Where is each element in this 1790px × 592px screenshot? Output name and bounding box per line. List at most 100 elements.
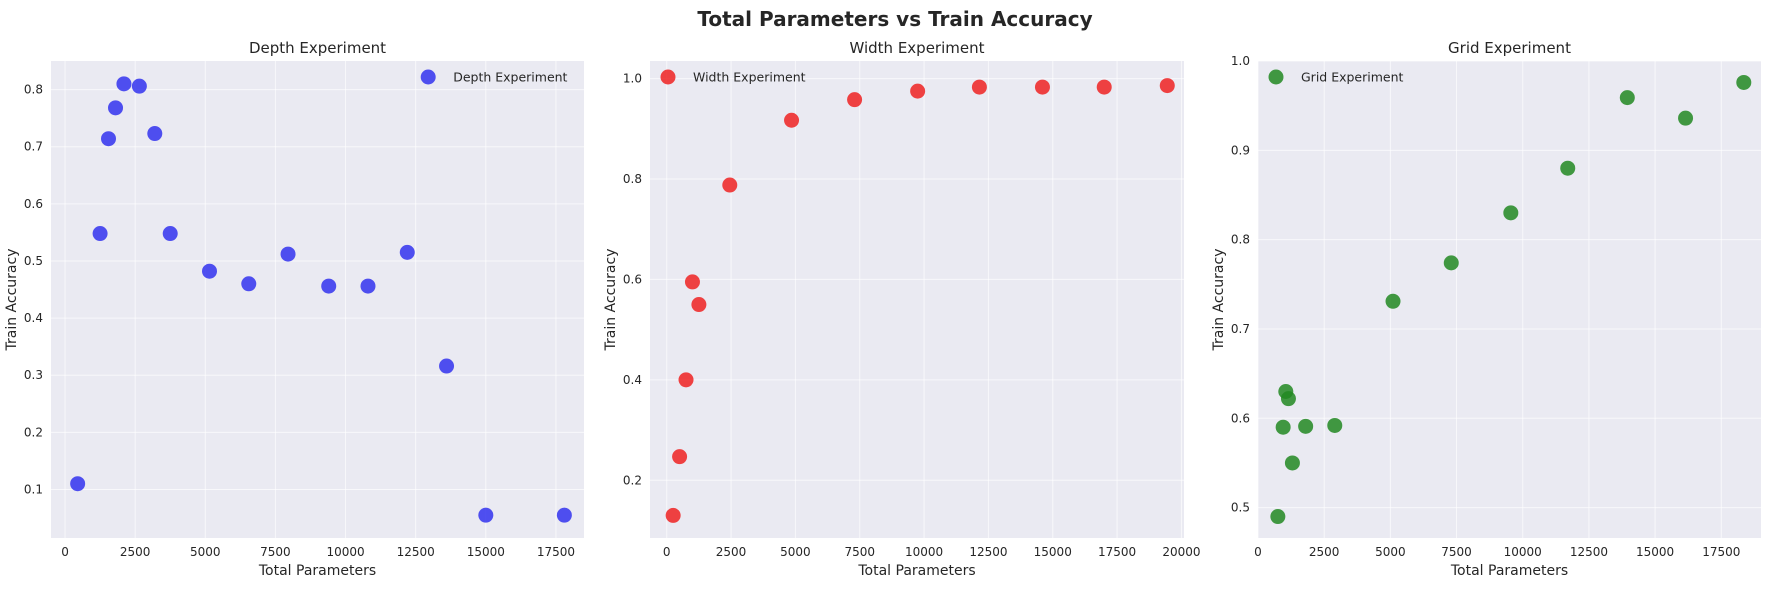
- data-point: [108, 100, 124, 116]
- data-point: [684, 274, 700, 290]
- y-tick-label: 0.2: [24, 425, 43, 439]
- x-tick-label: 0: [61, 545, 69, 559]
- x-tick-label: 5000: [780, 545, 811, 559]
- y-axis-label: Train Accuracy: [4, 249, 20, 352]
- y-tick-label: 1.0: [623, 72, 642, 86]
- legend-marker: [660, 69, 676, 85]
- data-point: [1503, 205, 1519, 221]
- data-point: [399, 244, 415, 260]
- figure-title: Total Parameters vs Train Accuracy: [697, 7, 1092, 31]
- x-tick-label: 15000: [1636, 545, 1674, 559]
- y-tick-label: 0.6: [24, 197, 43, 211]
- plot-background: [1258, 61, 1761, 538]
- legend-label: Width Experiment: [693, 70, 806, 85]
- data-point: [1736, 74, 1752, 90]
- data-point: [92, 226, 108, 242]
- panel-1: 0 2500 5000 7500 10000 12500 15000 17500 0.1 0.2 0…: [4, 39, 584, 579]
- x-tick-label: 10000: [1504, 545, 1542, 559]
- data-point: [1443, 255, 1459, 271]
- x-tick-label: 0: [1254, 545, 1262, 559]
- x-tick-label: 5000: [190, 545, 221, 559]
- plot-background: [650, 61, 1184, 538]
- y-tick-label: 0.4: [24, 311, 43, 325]
- data-point: [1284, 455, 1300, 471]
- data-point: [1298, 418, 1314, 434]
- y-axis-label: Train Accuracy: [603, 249, 619, 352]
- x-axis-label: Total Parameters: [857, 563, 975, 579]
- y-tick-label: 0.8: [24, 83, 43, 97]
- data-point: [1159, 78, 1175, 94]
- x-tick-label: 12500: [397, 545, 435, 559]
- data-point: [241, 276, 257, 292]
- legend-marker: [1268, 69, 1284, 85]
- data-point: [478, 507, 494, 523]
- data-point: [360, 278, 376, 294]
- panel-3: 0 2500 5000 7500 10000 12500 15000 17500 0.5 0.6 0…: [1211, 39, 1761, 579]
- data-point: [439, 358, 455, 374]
- y-tick-label: 0.7: [24, 140, 43, 154]
- x-tick-label: 10000: [905, 545, 943, 559]
- x-tick-label: 2500: [1309, 545, 1340, 559]
- y-tick-label: 0.6: [623, 272, 642, 286]
- y-tick-label: 0.5: [24, 254, 43, 268]
- data-point: [1270, 509, 1286, 525]
- data-point: [672, 449, 688, 465]
- legend: Grid Experiment: [1268, 69, 1404, 85]
- x-tick-label: 17500: [1098, 545, 1136, 559]
- x-tick-label: 17500: [1702, 545, 1740, 559]
- data-point: [665, 507, 681, 523]
- data-point: [162, 226, 178, 242]
- panel-title: Grid Experiment: [1448, 39, 1571, 57]
- data-point: [1280, 391, 1296, 407]
- data-point: [847, 92, 863, 108]
- data-point: [321, 278, 337, 294]
- data-point: [147, 126, 163, 142]
- data-point: [971, 79, 987, 95]
- data-point: [1385, 293, 1401, 309]
- x-tick-label: 7500: [260, 545, 291, 559]
- data-point: [1560, 160, 1576, 176]
- x-tick-label: 12500: [1570, 545, 1608, 559]
- x-tick-label: 15000: [1034, 545, 1072, 559]
- x-tick-label: 7500: [1441, 545, 1472, 559]
- data-point: [1327, 417, 1343, 433]
- y-tick-label: 0.3: [24, 368, 43, 382]
- x-tick-label: 10000: [326, 545, 364, 559]
- data-point: [784, 112, 800, 128]
- data-point: [70, 476, 86, 492]
- panels: 0 2500 5000 7500 10000 12500 15000 17500 0.1 0.2 0…: [4, 39, 1761, 579]
- panel-title: Width Experiment: [849, 39, 984, 57]
- y-tick-label: 0.2: [623, 473, 642, 487]
- x-tick-label: 12500: [969, 545, 1007, 559]
- x-tick-label: 15000: [467, 545, 505, 559]
- data-point: [910, 83, 926, 99]
- legend-label: Grid Experiment: [1301, 70, 1404, 85]
- x-axis-label: Total Parameters: [258, 563, 376, 579]
- y-tick-label: 0.6: [1231, 411, 1250, 425]
- series-points: [665, 78, 1175, 523]
- y-tick-label: 0.4: [623, 373, 642, 387]
- y-tick-label: 0.1: [24, 482, 43, 496]
- y-axis-label: Train Accuracy: [1211, 249, 1227, 352]
- y-tick-label: 0.9: [1231, 143, 1250, 157]
- plot-background: [51, 61, 584, 538]
- x-tick-label: 7500: [844, 545, 875, 559]
- y-tick-label: 0.5: [1231, 501, 1250, 515]
- panel-title: Depth Experiment: [249, 39, 386, 57]
- x-tick-label: 17500: [537, 545, 575, 559]
- y-tick-label: 0.8: [1231, 233, 1250, 247]
- data-point: [1275, 419, 1291, 435]
- y-tick-label: 1.0: [1231, 54, 1250, 68]
- data-point: [280, 246, 296, 262]
- data-point: [556, 507, 572, 523]
- x-tick-label: 2500: [120, 545, 151, 559]
- x-axis-label: Total Parameters: [1450, 563, 1568, 579]
- x-tick-label: 2500: [716, 545, 747, 559]
- data-point: [1678, 110, 1694, 126]
- y-tick-label: 0.7: [1231, 322, 1250, 336]
- data-point: [1034, 79, 1050, 95]
- data-point: [678, 372, 694, 388]
- data-point: [691, 297, 707, 313]
- data-point: [201, 263, 217, 279]
